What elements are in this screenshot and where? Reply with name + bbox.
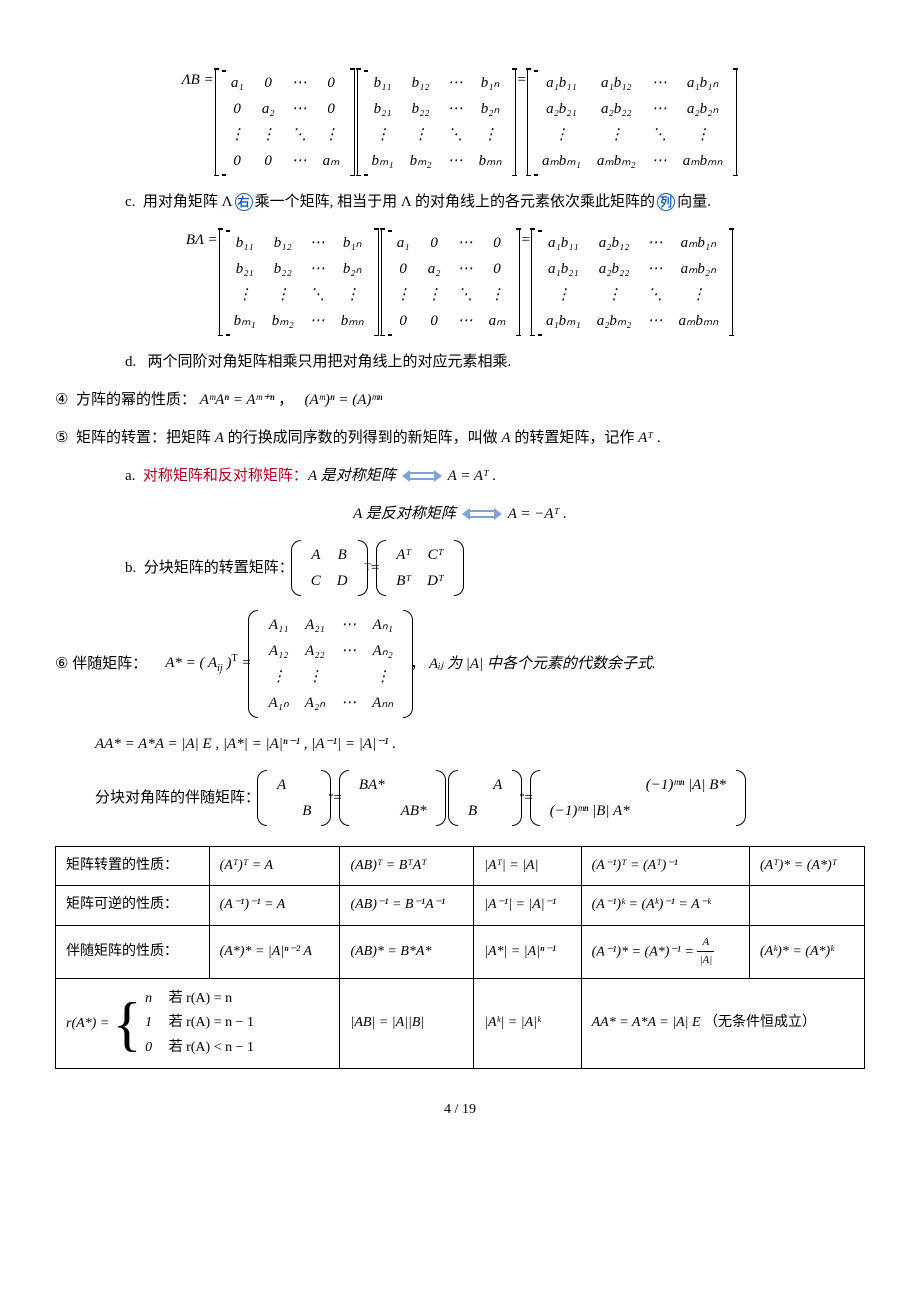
properties-table: 矩阵转置的性质： (Aᵀ)ᵀ = A (AB)ᵀ = BᵀAᵀ |Aᵀ| = |… [55,846,865,1069]
text: A 是对称矩阵 [308,464,396,488]
label: 方阵的幂的性质： [76,392,196,408]
num: ④ [55,388,68,412]
item-5b: b. 分块矩阵的转置矩阵： ABCDT = AᵀCᵀBᵀDᵀ [55,540,865,596]
text: 乘一个矩阵, 相当于用 Λ 的对角线上的各元素依次乘此矩阵的 [255,190,656,214]
text: 向量. [677,190,711,214]
item-5a-line2: A 是反对称矩阵 A = −Aᵀ . [55,502,865,526]
label: b. [125,556,136,580]
column-badge: 列 [657,193,675,211]
right-badge: 右 [235,193,253,211]
num: ⑤ [55,426,68,450]
eq: A = Aᵀ . [448,464,497,488]
num: ⑥ [55,652,68,676]
eq: A = −Aᵀ . [508,502,567,526]
item-d: d. 两个同阶对角矩阵相乘只用把对角线上的对应元素相乘. [55,350,865,374]
label: c. [125,190,135,214]
text: A 是反对称矩阵 [353,502,456,526]
item-c: c. 用对角矩阵 Λ 右 乘一个矩阵, 相当于用 Λ 的对角线上的各元素依次乘此… [55,190,865,214]
diag-a-matrix: a₁0⋯00a₂⋯0⋮⋮⋱⋮00⋯aₘ [215,68,355,176]
trail: Aᵢⱼ 为 |A| 中各个元素的代数余子式. [429,652,656,676]
b-lambda-result: a₁b₁₁a₂b₁₂⋯aₘb₁ₙa₁b₂₁a₂b₂₂⋯aₘb₂ₙ⋮⋮⋱⋮a₁bₘ… [531,228,733,336]
table-row: 伴随矩阵的性质： (A*)* = |A|ⁿ⁻² A (AB)* = B*A* |… [56,925,865,978]
label: a. [125,464,135,488]
row-label: 矩阵转置的性质： [56,847,210,886]
item-5: ⑤ 矩阵的转置：把矩阵 A 的行换成同序数的列得到的新矩阵，叫做 A 的转置矩阵… [55,426,865,450]
item-6-line2: AA* = A*A = |A| E , |A*| = |A|ⁿ⁻¹ , |A⁻¹… [55,732,865,756]
table-row: r(A*) = { n 若 r(A) = n1 若 r(A) = n − 10 … [56,978,865,1068]
lhs: ΛB = [182,68,214,176]
lhs: BΛ = [186,228,218,336]
text: 用对角矩阵 Λ [143,190,233,214]
lambda-b-result: a₁b₁₁a₁b₁₂⋯a₁b₁ₙa₂b₂₁a₂b₂₂⋯a₂b₂ₙ⋮⋮⋱⋮aₘbₘ… [527,68,737,176]
text: 分块矩阵的转置矩阵： [144,556,294,580]
eq: AᵐAⁿ = Aᵐ⁺ⁿ [200,392,275,408]
item-6: ⑥ 伴随矩阵： A* = ( Aij )T = A₁₁A₂₁⋯Aₙ₁A₁₂A₂₂… [55,610,865,718]
iff-arrow-icon [402,469,442,483]
label: 分块对角阵的伴随矩阵： [95,786,260,810]
item-4: ④ 方阵的幂的性质： AᵐAⁿ = Aᵐ⁺ⁿ ， (Aᵐ)ⁿ = (A)ᵐⁿ [55,388,865,412]
adjugate-matrix: A₁₁A₂₁⋯Aₙ₁A₁₂A₂₂⋯Aₙ₂⋮⋮⋮A₁ₙA₂ₙ⋯Aₙₙ [252,610,409,718]
table-row: 矩阵转置的性质： (Aᵀ)ᵀ = A (AB)ᵀ = BᵀAᵀ |Aᵀ| = |… [56,847,865,886]
red-text: 对称矩阵和反对称矩阵： [143,464,308,488]
table-row: 矩阵可逆的性质： (A⁻¹)⁻¹ = A (AB)⁻¹ = B⁻¹A⁻¹ |A⁻… [56,886,865,925]
label: d. [125,354,136,370]
rank-cases: r(A*) = { n 若 r(A) = n1 若 r(A) = n − 10 … [56,978,340,1068]
eq-b-lambda: BΛ = b₁₁b₁₂⋯b₁ₙb₂₁b₂₂⋯b₂ₙ⋮⋮⋱⋮bₘ₁bₘ₂⋯bₘₙ … [55,228,865,336]
b-matrix: b₁₁b₁₂⋯b₁ₙb₂₁b₂₂⋯b₂ₙ⋮⋮⋱⋮bₘ₁bₘ₂⋯bₘₙ [357,68,517,176]
row-label: 伴随矩阵的性质： [56,925,210,978]
page-footer: 4 / 19 [55,1099,865,1121]
item-6-line3: 分块对角阵的伴随矩阵： AB* = BA*AB* AB* = (−1)ᵐⁿ |A… [55,770,865,826]
eq-lambda-b: ΛB = a₁0⋯00a₂⋯0⋮⋮⋱⋮00⋯aₘ b₁₁b₁₂⋯b₁ₙb₂₁b₂… [55,68,865,176]
iff-arrow-icon [462,507,502,521]
text: 两个同阶对角矩阵相乘只用把对角线上的对应元素相乘. [148,354,512,370]
row-label: 矩阵可逆的性质： [56,886,210,925]
eq: (Aᵐ)ⁿ = (A)ᵐⁿ [304,392,382,408]
item-5a-line1: a. 对称矩阵和反对称矩阵： A 是对称矩阵 A = Aᵀ . [55,464,865,488]
label: 伴随矩阵： [72,652,147,676]
